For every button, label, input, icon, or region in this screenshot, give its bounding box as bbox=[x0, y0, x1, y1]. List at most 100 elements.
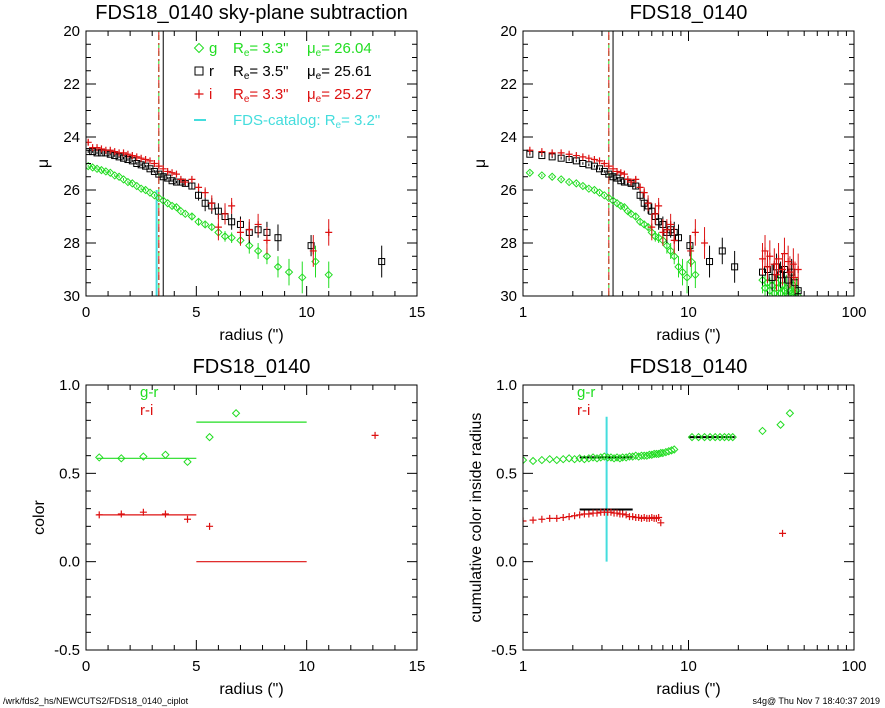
data-point bbox=[782, 283, 791, 293]
y-tick-label: 24 bbox=[63, 129, 80, 146]
data-point bbox=[609, 173, 617, 181]
data-point bbox=[590, 156, 598, 164]
x-tick-label: 5 bbox=[192, 658, 200, 675]
data-point bbox=[324, 270, 333, 280]
data-point bbox=[528, 456, 538, 466]
data-point bbox=[572, 179, 581, 188]
data-point bbox=[538, 148, 546, 156]
data-point bbox=[628, 452, 637, 461]
data-point bbox=[119, 175, 128, 184]
legend-re: Re= 3.5" bbox=[233, 63, 289, 82]
x-tick-label: 15 bbox=[409, 304, 426, 321]
data-point bbox=[640, 220, 649, 229]
legend-band-label: g bbox=[209, 40, 217, 57]
data-point bbox=[181, 209, 190, 219]
chart-panel-top-right: FDS18_0140 1 10 100 20 22 24 26 28 30 radius (") μ bbox=[472, 2, 867, 344]
data-point bbox=[663, 226, 671, 234]
legend-band-label: i bbox=[209, 86, 212, 103]
chart-title: FDS18_0140 bbox=[630, 356, 748, 378]
data-point bbox=[595, 188, 604, 197]
data-point bbox=[177, 175, 185, 183]
data-point bbox=[181, 178, 189, 186]
plot-frame bbox=[522, 384, 855, 651]
data-point bbox=[706, 258, 714, 266]
series-r-i bbox=[95, 431, 379, 530]
plot-frame bbox=[85, 384, 418, 651]
data-point bbox=[86, 148, 92, 156]
chart-panel-bottom-right: FDS18_0140 1 10 100 -0.5 0.0 0.5 1.0 radius (") c… bbox=[468, 356, 867, 698]
data-point bbox=[565, 513, 573, 521]
data-point bbox=[146, 157, 154, 165]
data-point bbox=[607, 508, 615, 516]
data-point bbox=[188, 175, 196, 183]
data-point bbox=[206, 522, 214, 530]
data-point bbox=[585, 510, 593, 518]
chart-title: FDS18_0140 sky-plane subtraction bbox=[95, 2, 407, 24]
data-point bbox=[626, 209, 636, 219]
y-tick-label: 24 bbox=[500, 129, 517, 146]
data-point bbox=[779, 529, 787, 537]
x-tick-label: 15 bbox=[409, 658, 426, 675]
legend-marker-i bbox=[194, 89, 204, 99]
data-point bbox=[612, 199, 622, 208]
footer-left-path: /wrk/fds2_hs/NEWCUTS2/FDS18_0140_ciplot bbox=[3, 696, 189, 706]
data-point bbox=[128, 152, 136, 160]
data-point bbox=[263, 236, 271, 244]
data-point bbox=[228, 202, 236, 210]
data-point bbox=[655, 202, 663, 210]
data-point bbox=[789, 260, 797, 268]
data-point bbox=[548, 149, 556, 157]
data-point bbox=[195, 191, 203, 199]
data-point bbox=[187, 212, 197, 221]
data-point bbox=[124, 150, 132, 158]
data-point bbox=[659, 228, 667, 236]
data-point bbox=[682, 273, 692, 282]
data-point bbox=[93, 144, 101, 152]
data-point bbox=[651, 210, 659, 218]
data-point bbox=[114, 172, 124, 181]
legend-band-label: r bbox=[209, 63, 214, 80]
data-point bbox=[538, 515, 546, 523]
data-point bbox=[201, 199, 209, 207]
data-point bbox=[564, 177, 574, 187]
data-point bbox=[645, 450, 654, 459]
data-point bbox=[758, 426, 767, 436]
data-point bbox=[674, 234, 682, 242]
legend-mu: μe= 26.04 bbox=[307, 40, 372, 59]
plot-area bbox=[95, 409, 379, 563]
data-point bbox=[636, 191, 644, 199]
data-point bbox=[137, 161, 145, 169]
data-point bbox=[163, 199, 172, 208]
chart-panel-bottom-left: FDS18_0140 0 5 10 15 -0.5 0.0 0.5 1.0 radius (") c… bbox=[31, 356, 425, 698]
data-point bbox=[547, 172, 557, 181]
data-point bbox=[214, 223, 222, 231]
x-tick-label: 0 bbox=[82, 658, 90, 675]
data-point bbox=[584, 454, 594, 463]
data-point bbox=[593, 509, 601, 517]
data-point bbox=[785, 286, 795, 295]
data-point bbox=[678, 267, 687, 277]
data-point bbox=[647, 450, 656, 459]
legend-re: Re= 3.3" bbox=[233, 86, 289, 105]
data-point bbox=[546, 514, 554, 522]
data-point bbox=[172, 170, 180, 178]
data-point bbox=[168, 177, 176, 185]
data-point bbox=[596, 157, 604, 165]
x-tick-label: 10 bbox=[298, 658, 315, 675]
data-point bbox=[262, 252, 272, 261]
data-point bbox=[164, 167, 172, 175]
data-point bbox=[622, 511, 630, 519]
data-point bbox=[791, 273, 799, 281]
data-point bbox=[106, 146, 114, 154]
data-point bbox=[86, 161, 93, 171]
y-tick-label: 1.0 bbox=[59, 377, 80, 394]
data-point bbox=[627, 178, 635, 186]
series-g-r bbox=[95, 409, 241, 467]
data-point bbox=[686, 242, 694, 250]
data-point bbox=[670, 236, 678, 244]
data-point bbox=[571, 512, 579, 520]
data-point bbox=[557, 149, 565, 157]
legend-entry: g-r bbox=[577, 384, 595, 401]
data-point bbox=[552, 455, 561, 465]
data-point bbox=[578, 181, 588, 191]
